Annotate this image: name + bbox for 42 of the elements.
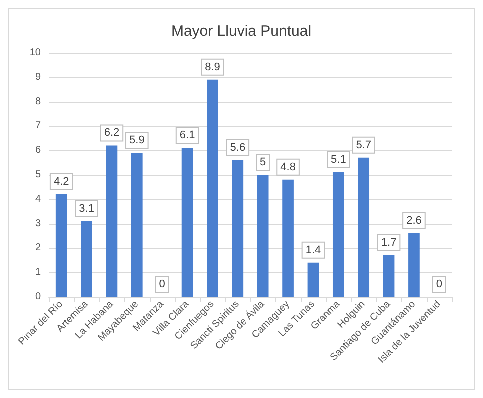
- y-tick-label: 8: [35, 96, 42, 108]
- data-label: 6.1: [180, 130, 196, 142]
- bar: [131, 153, 143, 297]
- data-label: 1.4: [306, 244, 322, 256]
- data-label: 2.6: [406, 215, 422, 228]
- data-label: 0: [159, 278, 166, 290]
- data-label: 5.1: [331, 154, 346, 166]
- data-label: 5.7: [356, 139, 372, 152]
- bar: [207, 80, 218, 297]
- data-label: 8.9: [205, 61, 220, 74]
- data-label: 3.1: [79, 202, 94, 215]
- bar: [282, 180, 294, 297]
- bar: [308, 262, 320, 297]
- bar: [56, 194, 68, 297]
- y-tick-label: 3: [35, 218, 42, 230]
- bar: [106, 146, 118, 297]
- data-label: 1.7: [381, 237, 397, 250]
- bar: [257, 175, 269, 297]
- data-label: 6.2: [104, 127, 120, 140]
- y-tick-label: 10: [30, 48, 42, 58]
- bar: [182, 148, 194, 297]
- data-label: 5.9: [130, 134, 145, 147]
- bar: [81, 221, 92, 297]
- bar: [358, 158, 370, 297]
- data-label: 5: [260, 156, 266, 168]
- bar: [408, 234, 420, 297]
- y-tick-label: 2: [35, 242, 42, 254]
- data-label: 5.6: [230, 142, 246, 154]
- bar: [232, 160, 244, 297]
- y-tick-label: 1: [35, 267, 42, 278]
- data-label: 0: [436, 278, 442, 290]
- y-tick-label: 9: [35, 72, 42, 83]
- y-tick-label: 5: [35, 170, 42, 180]
- data-label: 4.8: [280, 161, 296, 174]
- data-label: 4.2: [54, 176, 70, 188]
- y-tick-label: 7: [35, 120, 42, 132]
- y-tick-label: 4: [35, 194, 42, 205]
- y-tick-label: 0: [35, 292, 42, 302]
- bar: [383, 256, 395, 297]
- bar: [332, 172, 344, 297]
- y-tick-label: 6: [35, 145, 42, 156]
- chart-title: Mayor Lluvia Puntual: [171, 23, 312, 40]
